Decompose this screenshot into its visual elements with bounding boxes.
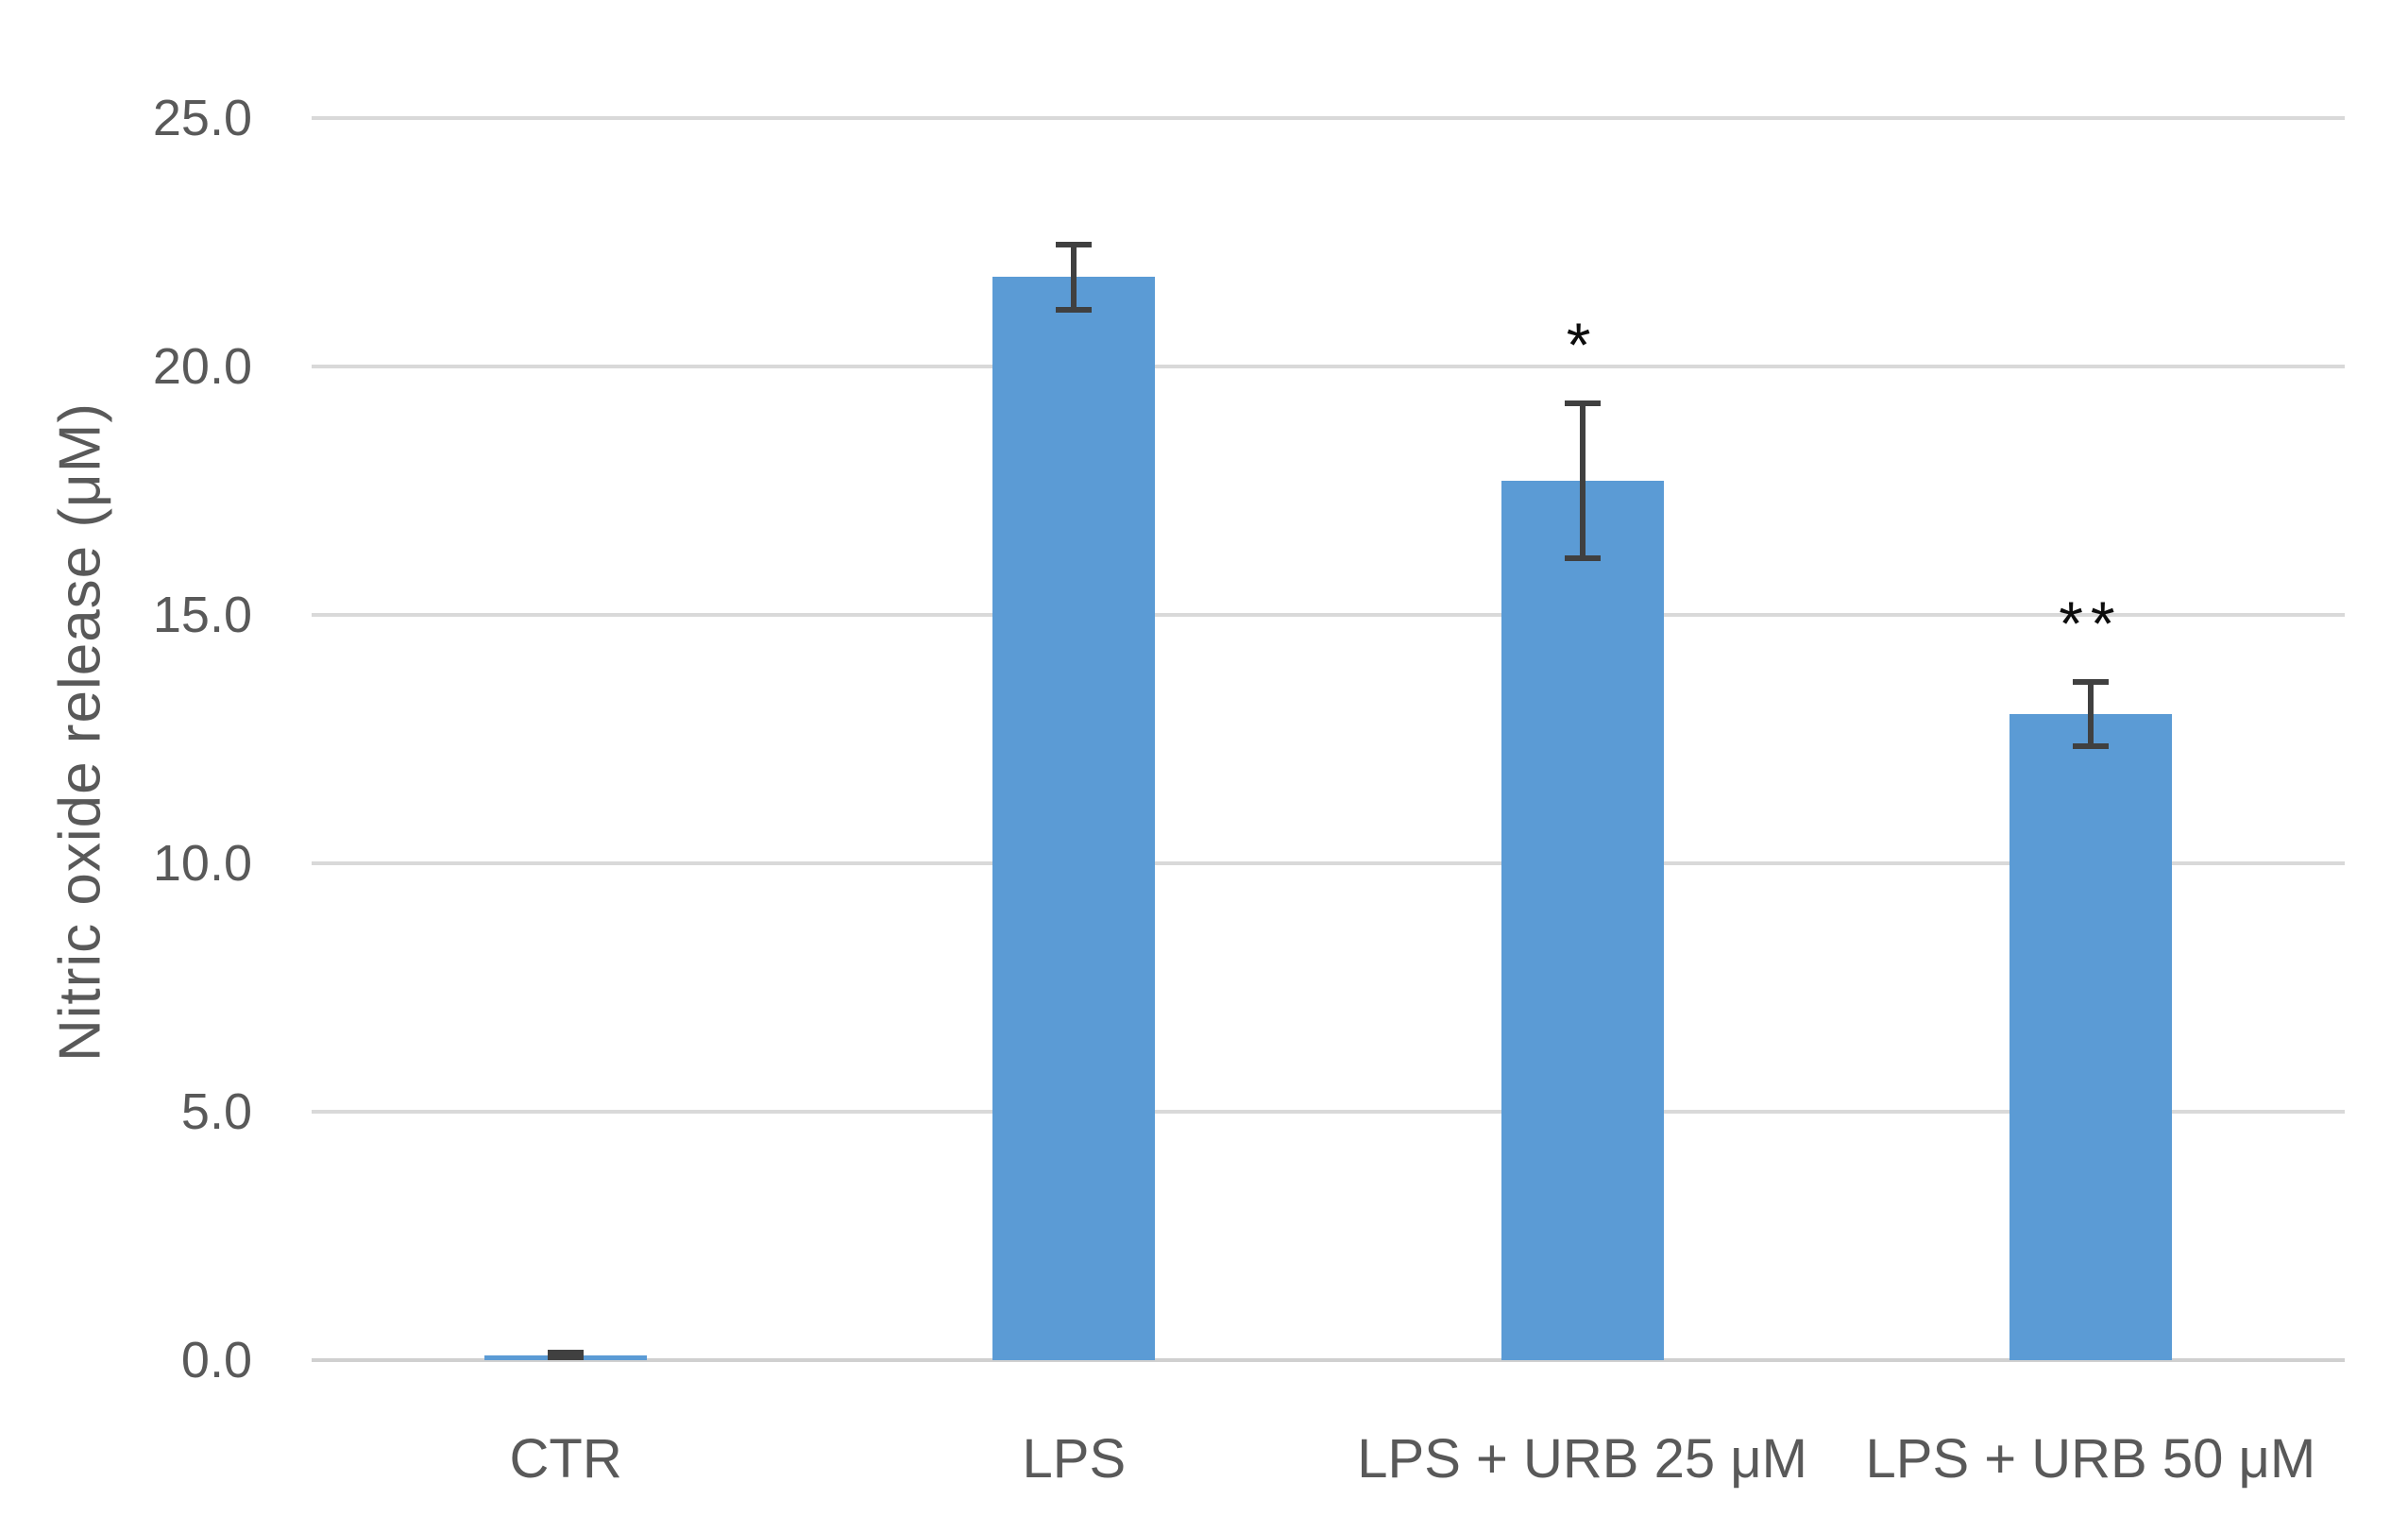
gridline xyxy=(312,1110,2345,1114)
y-tick-label: 10.0 xyxy=(152,835,252,892)
error-bar-line xyxy=(1579,403,1586,558)
data-bar xyxy=(2009,714,2172,1360)
error-bar-cap-top xyxy=(1564,400,1601,407)
gridline xyxy=(312,861,2345,865)
category-label: CTR xyxy=(509,1428,622,1490)
category-label: LPS xyxy=(1022,1428,1127,1490)
gridline xyxy=(312,116,2345,120)
category-label: LPS + URB 50 μM xyxy=(1865,1428,2316,1490)
gridline xyxy=(312,613,2345,617)
y-tick-label: 20.0 xyxy=(152,338,252,395)
error-bar-cap-bottom xyxy=(1564,554,1601,561)
y-tick-label: 0.0 xyxy=(180,1332,252,1388)
error-bar-cap-bottom xyxy=(2072,743,2109,750)
error-bar-line xyxy=(2087,682,2094,747)
data-bar xyxy=(992,277,1156,1360)
error-bar-cap-top xyxy=(548,1350,585,1356)
error-bar-cap-bottom xyxy=(548,1354,585,1361)
error-bar-cap-top xyxy=(2072,679,2109,685)
error-bar-cap-bottom xyxy=(1056,306,1093,313)
error-bar-line xyxy=(1071,245,1077,310)
category-label: LPS + URB 25 μM xyxy=(1357,1428,1807,1490)
x-axis-line xyxy=(312,1358,2345,1362)
y-axis-title: Nitric oxide release (μM) xyxy=(47,401,113,1063)
significance-asterisk: ** xyxy=(2059,588,2123,658)
gridline xyxy=(312,365,2345,368)
data-bar xyxy=(1501,480,1664,1360)
y-tick-label: 15.0 xyxy=(152,587,252,643)
error-bar-cap-top xyxy=(1056,242,1093,248)
y-tick-label: 5.0 xyxy=(180,1083,252,1140)
significance-asterisk: * xyxy=(1566,310,1599,381)
y-tick-label: 25.0 xyxy=(152,90,252,146)
